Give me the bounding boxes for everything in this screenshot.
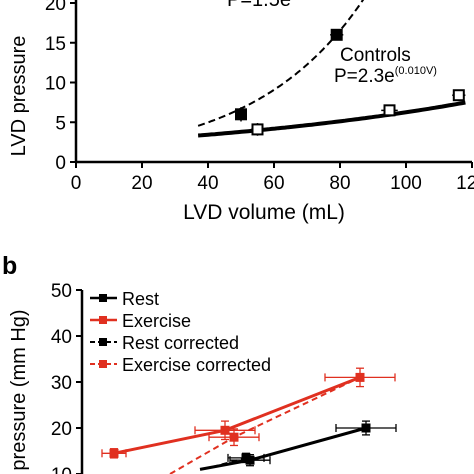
controls-fit-base: P=2.3e (334, 66, 395, 87)
y-tick-label: 20 (45, 0, 66, 15)
series-line (211, 456, 247, 469)
x-tick-label: 120 (456, 173, 474, 194)
legend-entry: Rest corrected (122, 333, 239, 353)
panel-b-label: b (2, 252, 17, 280)
x-tick-label: 60 (263, 173, 284, 194)
x-tick-label: 80 (329, 173, 350, 194)
y-tick-label: 50 (51, 281, 72, 302)
patients-point (235, 108, 247, 121)
controls-point (251, 123, 264, 136)
legend-marker (99, 360, 107, 368)
data-point (241, 453, 251, 463)
controls-fit-exponent: (0.010V) (395, 65, 437, 77)
data-point (229, 432, 239, 442)
legend-entry: Exercise (122, 311, 191, 331)
y-tick-label: 10 (51, 465, 72, 474)
legend-marker (99, 294, 107, 302)
y-tick-label: 0 (55, 153, 66, 174)
y-tick-label: 15 (45, 34, 66, 55)
x-tick-label: 100 (390, 173, 422, 194)
patients-point (330, 28, 343, 41)
panel-a-y-label: LVD pressure (8, 36, 30, 157)
panel-b-y-ticks: 10 20 30 40 50 (51, 281, 82, 474)
controls-label: Controls (340, 45, 411, 66)
series-line (169, 376, 361, 474)
panel-a-plot-area (197, 0, 466, 138)
panel-b-plot-area (101, 367, 397, 474)
x-tick-label: 40 (197, 173, 218, 194)
controls-fit-equation: P=2.3e(0.010V) (334, 65, 437, 87)
y-tick-label: 40 (51, 327, 72, 348)
y-tick-label: 20 (51, 419, 72, 440)
upper-fit-equation: P=1.5e (227, 0, 291, 11)
panel-a-x-ticks: 0 20 40 60 80 100 120 (71, 162, 474, 194)
controls-point (383, 104, 396, 117)
legend-entry: Rest (122, 289, 159, 309)
legend-entry: Exercise corrected (122, 355, 271, 375)
y-tick-label: 5 (55, 113, 66, 134)
panel-b: b 1020304050 pressure (mm Hg) RestExerci… (2, 252, 397, 474)
panel-a-y-ticks: 0 5 10 15 20 (45, 0, 76, 174)
controls-fit-curve (197, 100, 466, 138)
x-tick-label: 20 (131, 173, 152, 194)
panel-a: 0 5 10 15 20 0 20 40 60 80 100 120 LVD pressure LV… (8, 0, 474, 224)
legend-marker (99, 338, 107, 346)
legend-marker (99, 316, 107, 324)
data-point (109, 448, 119, 458)
panel-a-x-label: LVD volume (mL) (183, 201, 345, 224)
x-tick-label: 0 (71, 173, 82, 194)
data-point (220, 425, 230, 435)
controls-point (452, 89, 465, 102)
y-tick-label: 30 (51, 373, 72, 394)
patients-fit-curve (197, 0, 365, 127)
y-tick-label: 10 (45, 74, 66, 95)
series-line (113, 376, 361, 455)
data-point (361, 423, 371, 433)
panel-b-y-label: pressure (mm Hg) (8, 309, 30, 470)
